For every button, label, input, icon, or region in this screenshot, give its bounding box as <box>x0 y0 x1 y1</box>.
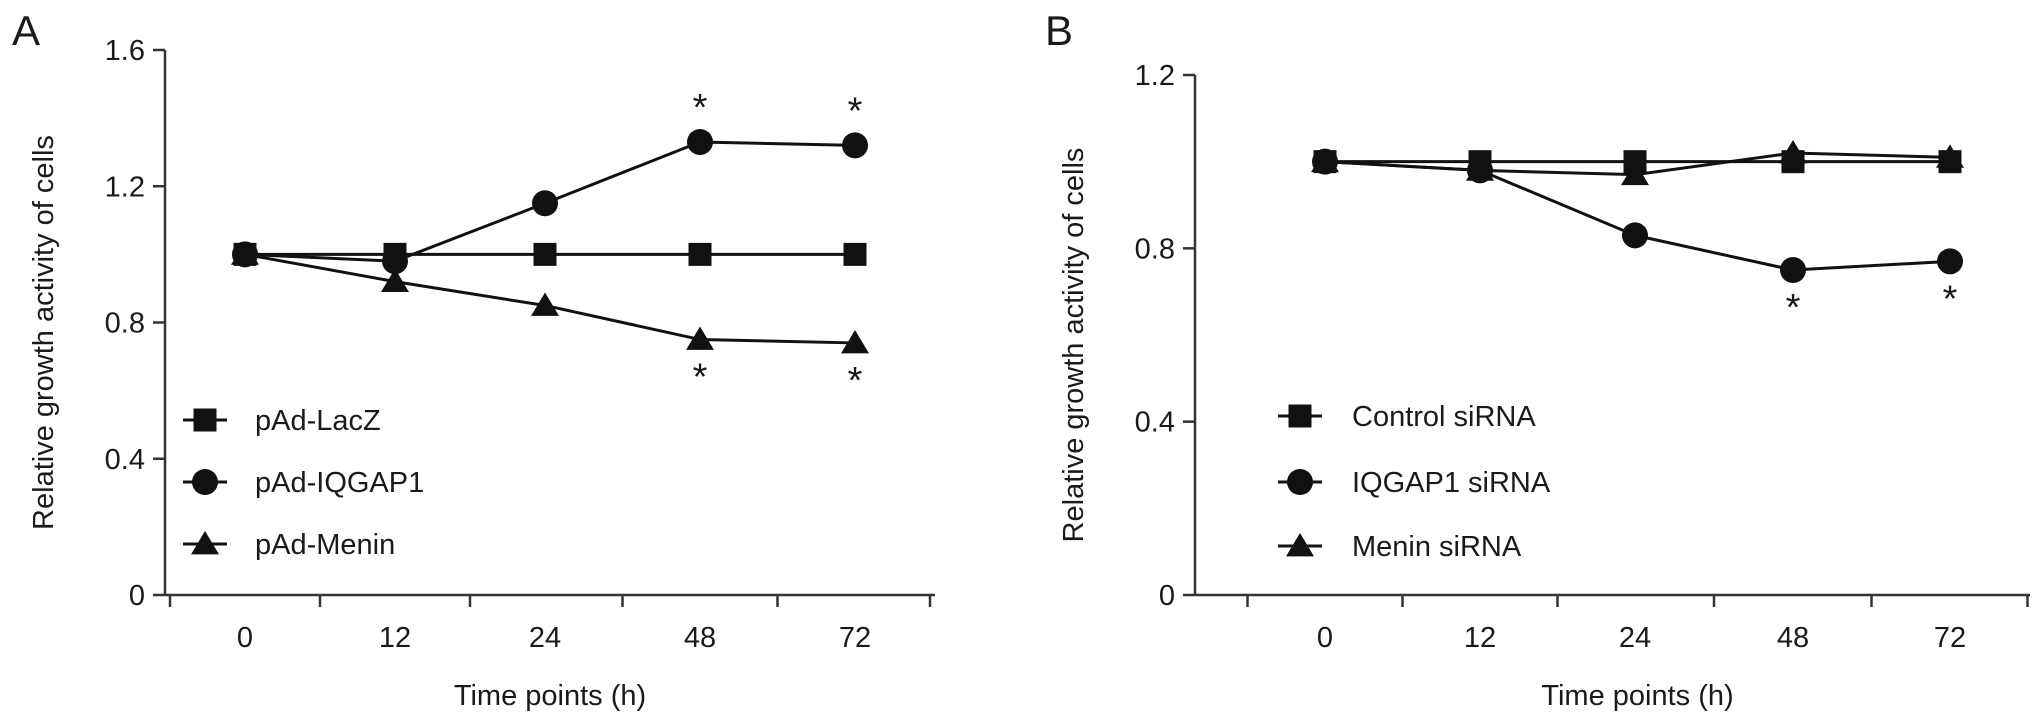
data-point <box>687 128 713 155</box>
data-point <box>843 242 867 266</box>
significance-marker: * <box>848 90 863 132</box>
significance-marker: * <box>1943 278 1958 320</box>
x-tick-label: 24 <box>529 622 561 654</box>
legend-label: IQGAP1 siRNA <box>1352 467 1551 499</box>
series-triangle <box>231 241 869 354</box>
legend-marker <box>1288 404 1312 428</box>
y-tick-label: 0 <box>1159 580 1175 612</box>
legend-label: Control siRNA <box>1352 401 1536 433</box>
x-axis-label: Time points (h) <box>454 680 646 712</box>
legend-label: Menin siRNA <box>1352 531 1522 563</box>
legend-entry: IQGAP1 siRNA <box>1278 467 1551 499</box>
legend-marker <box>192 469 218 495</box>
x-tick-label: 72 <box>1934 622 1966 654</box>
y-tick-label: 1.2 <box>105 171 145 203</box>
x-tick-label: 12 <box>379 622 411 654</box>
y-axis-label: Relative growth activity of cells <box>1058 148 1090 543</box>
x-tick-label: 48 <box>684 622 716 654</box>
data-point <box>381 268 409 293</box>
data-point <box>1779 140 1807 164</box>
x-axis-label: Time points (h) <box>1541 680 1733 712</box>
significance-marker: * <box>848 360 863 402</box>
data-point <box>532 190 558 217</box>
legend-label: pAd-Menin <box>255 529 395 561</box>
legend-entry: pAd-LacZ <box>183 405 381 437</box>
data-point <box>841 329 869 354</box>
legend-marker <box>1287 469 1313 495</box>
significance-marker: * <box>693 87 708 129</box>
y-tick-label: 0.4 <box>105 444 145 476</box>
y-tick-label: 0.4 <box>1135 407 1175 439</box>
data-point <box>1466 157 1494 181</box>
chart-panel-a: A 0 0.4 0.8 1.2 1.6 0 12 24 48 72 Time points (h) Re… <box>12 7 935 712</box>
x-tick-label: 12 <box>1464 622 1496 654</box>
legend-entry: pAd-IQGAP1 <box>183 467 424 499</box>
legend-label: pAd-LacZ <box>255 405 381 437</box>
significance-marker: * <box>1786 287 1801 329</box>
legend-entry: Control siRNA <box>1278 401 1536 433</box>
series-triangle <box>1311 140 1964 186</box>
y-tick-label: 1.6 <box>105 35 145 67</box>
series-circle <box>232 128 868 275</box>
x-tick-label: 72 <box>839 622 871 654</box>
data-point <box>688 242 712 266</box>
y-tick-label: 0.8 <box>105 308 145 340</box>
data-point <box>1936 144 1964 168</box>
data-point <box>686 326 714 350</box>
panel-label: A <box>12 7 40 54</box>
y-tick-label: 1.2 <box>1135 60 1175 92</box>
data-point <box>1311 148 1339 173</box>
data-point <box>1780 257 1806 283</box>
data-point <box>1622 222 1648 249</box>
legend-entry: pAd-Menin <box>183 529 395 561</box>
legend-marker <box>193 408 217 432</box>
chart-panel-b: B 0 0.4 0.8 1.2 0 12 24 48 72 Time points (h) Relat… <box>1045 7 2030 712</box>
data-point <box>842 132 868 159</box>
significance-marker: * <box>693 357 708 399</box>
data-point <box>231 241 259 265</box>
panel-label: B <box>1045 7 1073 54</box>
data-point <box>531 292 559 316</box>
y-tick-label: 0.8 <box>1135 233 1175 265</box>
legend-marker <box>1286 533 1314 557</box>
y-tick-label: 0 <box>129 580 145 612</box>
legend-entry: Menin siRNA <box>1278 531 1522 563</box>
x-tick-label: 24 <box>1619 622 1651 654</box>
series-line <box>244 252 856 345</box>
data-point <box>1937 248 1963 275</box>
y-axis-label: Relative growth activity of cells <box>28 135 60 530</box>
data-point <box>533 242 557 266</box>
data-point <box>1621 161 1649 186</box>
x-tick-label: 48 <box>1777 622 1809 654</box>
data-point <box>382 248 408 275</box>
legend-label: pAd-IQGAP1 <box>255 467 424 499</box>
x-tick-label: 0 <box>237 622 253 654</box>
series-square <box>233 242 867 266</box>
legend-marker <box>191 531 219 555</box>
x-tick-label: 0 <box>1317 622 1333 654</box>
